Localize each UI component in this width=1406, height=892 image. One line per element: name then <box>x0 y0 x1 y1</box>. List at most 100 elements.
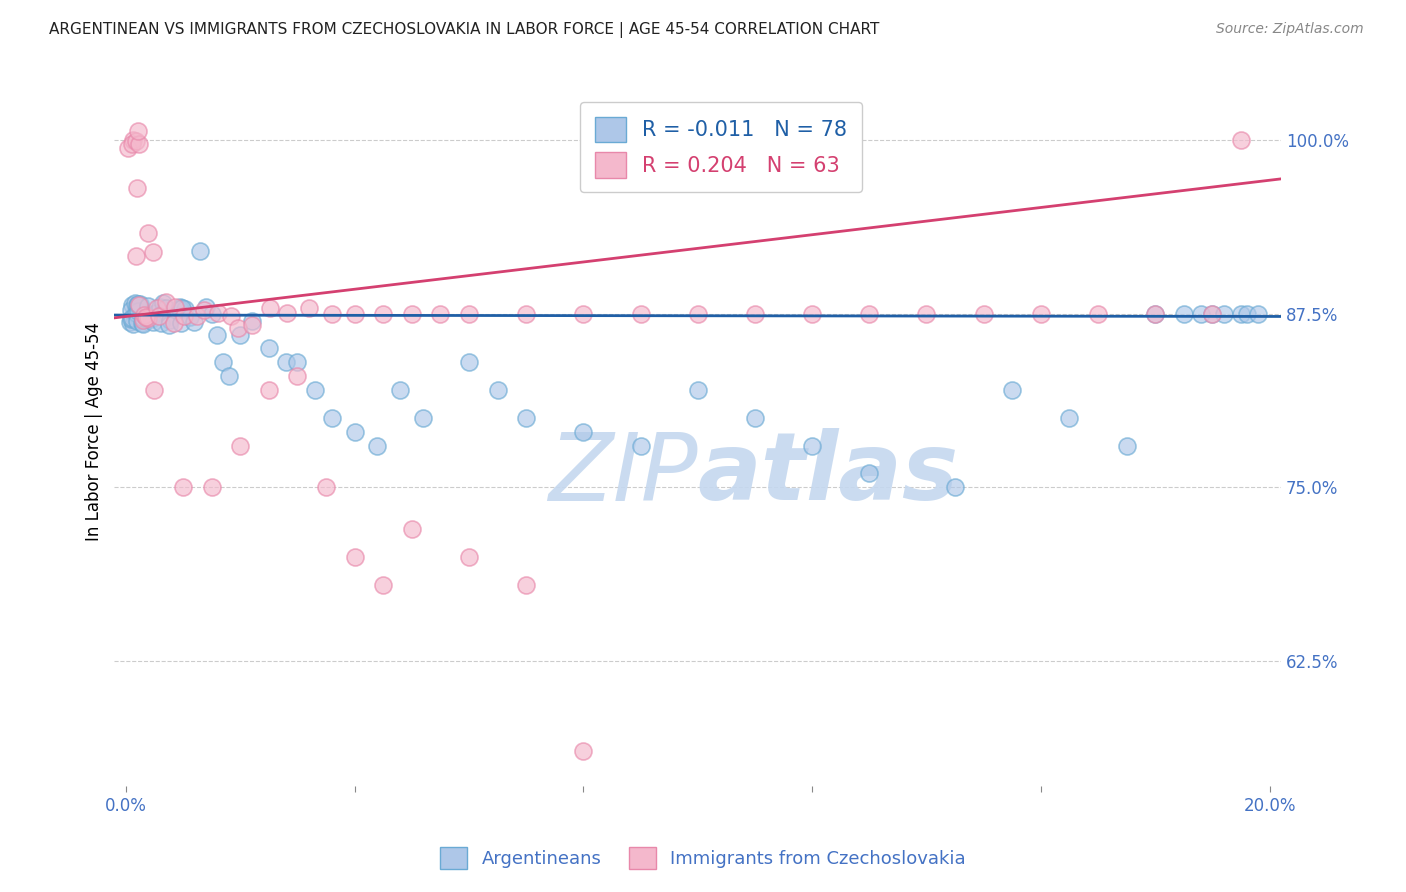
Point <box>630 307 652 321</box>
Point <box>149 316 172 330</box>
Point <box>943 480 966 494</box>
Point <box>201 480 224 494</box>
Point <box>1230 307 1253 321</box>
Point <box>858 307 880 321</box>
Point <box>129 297 152 311</box>
Point <box>142 245 165 260</box>
Point <box>686 383 709 397</box>
Point <box>201 307 224 321</box>
Point <box>117 141 139 155</box>
Point <box>259 301 281 315</box>
Point <box>429 307 451 321</box>
Point <box>744 307 766 321</box>
Point <box>194 300 217 314</box>
Legend: R = -0.011   N = 78, R = 0.204   N = 63: R = -0.011 N = 78, R = 0.204 N = 63 <box>579 102 862 193</box>
Point <box>131 316 153 330</box>
Point <box>172 480 194 494</box>
Point <box>193 302 215 317</box>
Point <box>298 301 321 316</box>
Point <box>127 297 149 311</box>
Point <box>229 327 252 342</box>
Point <box>412 410 434 425</box>
Point <box>145 306 167 320</box>
Point <box>1247 307 1270 321</box>
Text: ARGENTINEAN VS IMMIGRANTS FROM CZECHOSLOVAKIA IN LABOR FORCE | AGE 45-54 CORRELA: ARGENTINEAN VS IMMIGRANTS FROM CZECHOSLO… <box>49 22 880 38</box>
Point <box>122 307 145 321</box>
Legend: Argentineans, Immigrants from Czechoslovakia: Argentineans, Immigrants from Czechoslov… <box>433 839 973 876</box>
Point <box>125 249 148 263</box>
Point <box>135 309 157 323</box>
Point <box>127 181 149 195</box>
Point <box>136 299 159 313</box>
Point <box>163 300 186 314</box>
Text: ZIP: ZIP <box>548 429 697 520</box>
Y-axis label: In Labor Force | Age 45-54: In Labor Force | Age 45-54 <box>86 322 103 541</box>
Point <box>155 295 177 310</box>
Point <box>801 439 824 453</box>
Point <box>127 314 149 328</box>
Point <box>321 410 343 425</box>
Point <box>915 307 938 321</box>
Point <box>207 306 229 320</box>
Point <box>121 297 143 311</box>
Point <box>128 298 150 312</box>
Point <box>179 310 201 324</box>
Point <box>572 307 595 321</box>
Point <box>1201 307 1223 321</box>
Point <box>207 327 229 342</box>
Point <box>142 315 165 329</box>
Point <box>276 306 298 320</box>
Point <box>132 313 155 327</box>
Point <box>1144 307 1167 321</box>
Point <box>120 312 142 326</box>
Point <box>515 410 537 425</box>
Point <box>1001 383 1024 397</box>
Point <box>148 309 170 323</box>
Text: Source: ZipAtlas.com: Source: ZipAtlas.com <box>1216 22 1364 37</box>
Point <box>515 307 537 321</box>
Point <box>135 310 157 325</box>
Point <box>212 355 235 369</box>
Point <box>1029 307 1052 321</box>
Point <box>169 300 191 314</box>
Point <box>1230 133 1253 147</box>
Point <box>486 383 509 397</box>
Point <box>1201 307 1223 321</box>
Point <box>1115 439 1137 453</box>
Point <box>135 311 157 326</box>
Point <box>218 369 240 384</box>
Point <box>124 296 146 310</box>
Point <box>343 425 366 439</box>
Point <box>373 577 395 591</box>
Point <box>155 301 177 315</box>
Point <box>373 307 395 321</box>
Point <box>458 355 481 369</box>
Point <box>1173 307 1195 321</box>
Point <box>170 316 193 330</box>
Point <box>121 136 143 151</box>
Point <box>125 306 148 320</box>
Point <box>124 305 146 319</box>
Point <box>321 307 343 321</box>
Point <box>183 315 205 329</box>
Point <box>141 311 163 326</box>
Point <box>127 304 149 318</box>
Point <box>125 298 148 312</box>
Point <box>572 425 595 439</box>
Point <box>343 307 366 321</box>
Point <box>132 313 155 327</box>
Point <box>304 383 326 397</box>
Point <box>1144 307 1167 321</box>
Point <box>515 577 537 591</box>
Point <box>128 136 150 151</box>
Point <box>169 301 191 316</box>
Point <box>173 301 195 316</box>
Point <box>858 467 880 481</box>
Point <box>389 383 412 397</box>
Point <box>149 300 172 314</box>
Point <box>120 303 142 318</box>
Point <box>366 439 388 453</box>
Point <box>686 307 709 321</box>
Point <box>744 410 766 425</box>
Point <box>118 315 141 329</box>
